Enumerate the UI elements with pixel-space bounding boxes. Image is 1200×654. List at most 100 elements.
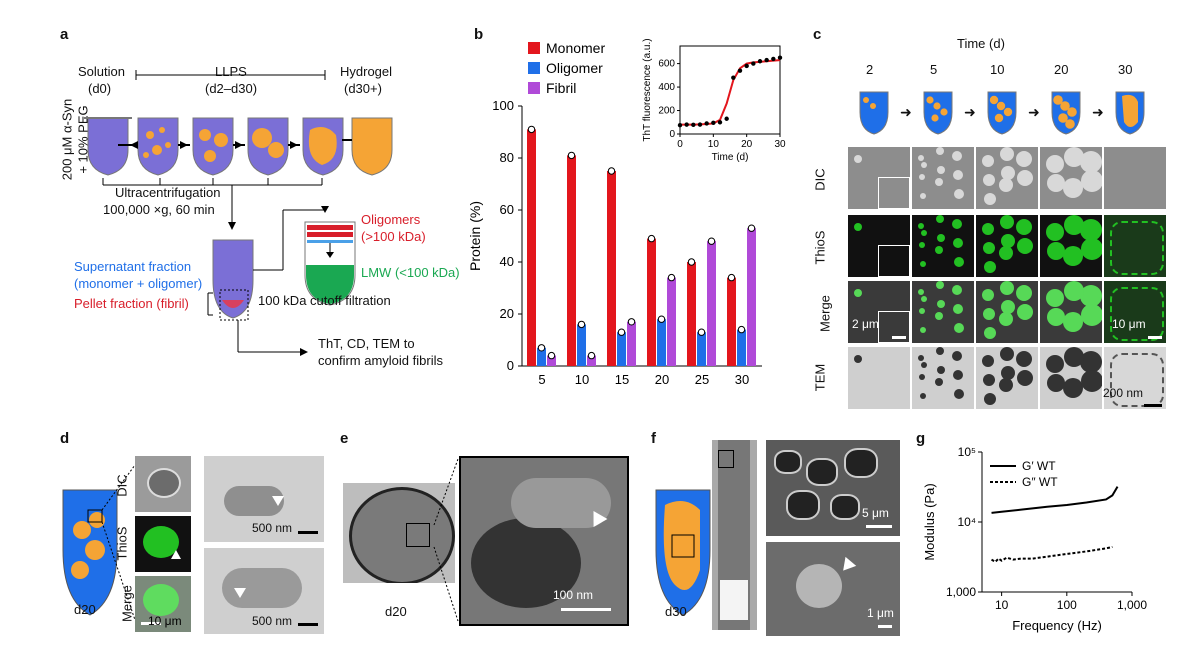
droplet: [936, 347, 944, 355]
data-point: [547, 351, 556, 360]
series-line-g-double-prime: [991, 545, 1113, 564]
droplet: [1047, 242, 1065, 260]
y-tick-label: 40: [500, 254, 514, 269]
micrograph-merge-day-2: [848, 281, 910, 343]
scale-d-10um: 10 μm: [148, 614, 182, 628]
droplet: [1065, 119, 1075, 129]
droplet: [994, 113, 1004, 123]
droplet: [1064, 281, 1084, 301]
arrowhead-icon: [837, 556, 857, 576]
droplet: [989, 95, 999, 105]
droplet: [1017, 170, 1033, 186]
micrograph-tem-day-2: [848, 347, 910, 409]
supernatant-sub-label: (monomer + oligomer): [74, 276, 203, 291]
bar-oligomer: [657, 319, 666, 366]
droplet: [999, 312, 1013, 326]
droplet: [1001, 166, 1015, 180]
fibril-network: [1110, 221, 1164, 275]
droplet: [1016, 151, 1032, 167]
micrograph-d-dic: [135, 456, 191, 512]
row-label-merge-d: Merge: [119, 585, 135, 622]
inset-marker: [744, 63, 749, 69]
day-d20-label: d20: [74, 602, 96, 617]
micrograph-thios-day-2: [848, 215, 910, 277]
bar-monomer: [647, 238, 656, 366]
y-tick-label: 80: [500, 150, 514, 165]
tube-d20: [62, 464, 135, 620]
tube-llps-4: [302, 117, 344, 176]
oligomers-label: Oligomers: [361, 212, 421, 227]
droplet: [931, 114, 939, 122]
y-axis-label: Modulus (Pa): [922, 483, 937, 560]
x-tick-label: 1,000: [1117, 598, 1147, 612]
tube-day-2: [859, 91, 889, 135]
inset-x-tick-label: 30: [774, 139, 786, 150]
droplet: [1016, 285, 1032, 301]
inset-marker: [717, 120, 723, 125]
micrograph-f-sem-bottom: [766, 542, 900, 636]
gel-mass: [1122, 94, 1138, 127]
inset-box: [878, 311, 910, 343]
day-label-5: 5: [930, 62, 938, 77]
droplet: [1063, 378, 1083, 398]
day-label-10: 10: [990, 62, 1005, 77]
droplet: [1047, 308, 1065, 326]
micrograph-merge-day-20: [1040, 281, 1102, 343]
inset-marker: [697, 122, 703, 127]
droplet: [1047, 374, 1065, 392]
confirm-label-2: confirm amyloid fibrils: [318, 353, 443, 368]
micrograph-merge-day-5: [912, 281, 974, 343]
panel-letter-f: f: [651, 430, 656, 447]
panel-letter-g: g: [916, 430, 926, 447]
droplet: [1001, 234, 1015, 248]
inset-marker: [704, 121, 709, 126]
legend-label-fibril: Fibril: [546, 80, 576, 96]
tube-solution: [84, 117, 132, 176]
day-label-20: 20: [1054, 62, 1069, 77]
legend-label-oligomer: Oligomer: [546, 60, 603, 76]
scale-f-top: 5 μm: [862, 506, 889, 520]
y-tick-label: 0: [507, 358, 514, 373]
scale-bar: [1144, 404, 1162, 407]
micrograph-d-tem-top: [204, 456, 324, 542]
droplet: [996, 101, 1006, 111]
inset-marker: [691, 122, 696, 128]
droplet: [982, 355, 994, 367]
tube-day-10: [987, 91, 1017, 135]
droplet: [953, 170, 963, 180]
y-tick-label: 100: [492, 98, 514, 113]
inset-marker: [724, 116, 729, 121]
y-tick-label: 10⁴: [957, 515, 976, 529]
day-f-label: d30: [665, 604, 687, 619]
micrograph-merge-day-10: [976, 281, 1038, 343]
droplet: [954, 257, 964, 267]
data-point: [747, 224, 756, 232]
droplet: [1060, 101, 1070, 111]
inset-marker: [771, 56, 776, 62]
micrograph-merge-day-30: [1104, 281, 1166, 343]
scale-bar: [892, 336, 906, 339]
droplet: [919, 308, 925, 314]
micrograph-e-overview: [343, 483, 455, 583]
bar-fibril: [587, 355, 596, 366]
inset-x-tick-label: 20: [741, 139, 753, 150]
droplet: [1016, 219, 1032, 235]
legend-label: G′ WT: [1022, 459, 1056, 473]
bar-fibril: [707, 241, 716, 366]
x-tick-label: 100: [1057, 598, 1077, 612]
photo-f-vial: [712, 440, 757, 630]
tube-day-30: [1115, 91, 1145, 135]
droplet: [983, 242, 995, 254]
tube-d30: [655, 489, 711, 616]
droplet: [933, 102, 941, 110]
bar-monomer: [687, 262, 696, 366]
day-label-2: 2: [866, 62, 874, 77]
droplet: [1046, 289, 1064, 307]
bar-oligomer: [737, 329, 746, 366]
droplet: [1000, 347, 1014, 361]
droplet: [937, 234, 945, 242]
droplet: [999, 246, 1013, 260]
inset-x-tick-label: 10: [708, 139, 720, 150]
droplet: [1001, 300, 1015, 314]
droplet: [983, 174, 995, 186]
